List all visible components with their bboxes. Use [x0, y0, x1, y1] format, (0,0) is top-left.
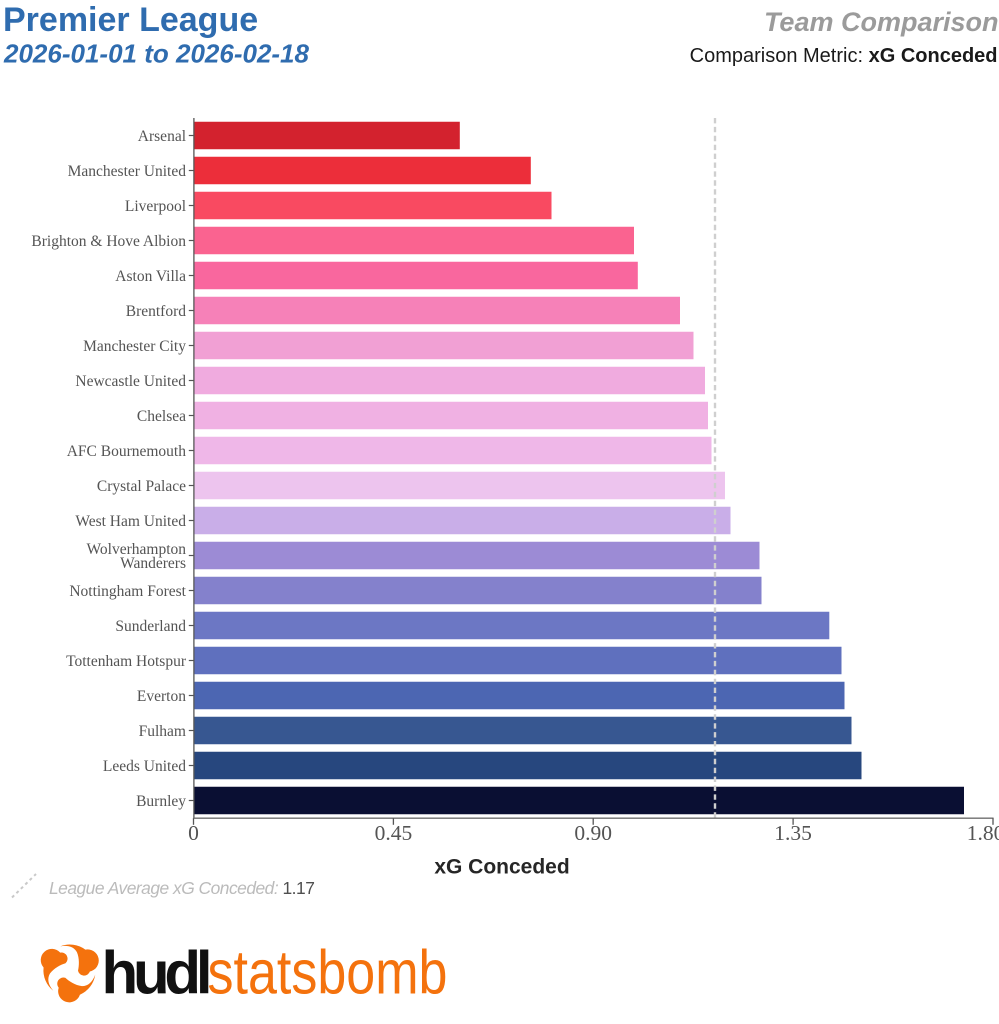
svg-text:statsbomb: statsbomb — [208, 939, 448, 1008]
svg-text:Everton: Everton — [137, 688, 186, 705]
svg-text:Leeds United: Leeds United — [103, 758, 186, 775]
svg-text:Team Comparison: Team Comparison — [764, 7, 999, 37]
svg-text:Crystal Palace: Crystal Palace — [97, 478, 186, 495]
svg-text:Premier League: Premier League — [3, 1, 258, 39]
svg-text:Manchester United: Manchester United — [68, 163, 187, 180]
svg-text:0: 0 — [188, 821, 199, 845]
svg-text:Tottenham Hotspur: Tottenham Hotspur — [66, 653, 187, 670]
svg-text:Brighton & Hove Albion: Brighton & Hove Albion — [31, 233, 186, 250]
svg-text:Manchester City: Manchester City — [83, 338, 186, 355]
svg-text:League Average xG Conceded: 1.: League Average xG Conceded: 1.17 — [49, 878, 314, 898]
svg-text:Nottingham Forest: Nottingham Forest — [69, 583, 186, 600]
svg-text:Liverpool: Liverpool — [125, 198, 186, 215]
svg-text:AFC Bournemouth: AFC Bournemouth — [67, 443, 187, 460]
svg-text:Newcastle United: Newcastle United — [75, 373, 186, 390]
svg-text:Wanderers: Wanderers — [120, 555, 186, 572]
svg-text:Burnley: Burnley — [136, 793, 186, 810]
svg-text:West Ham United: West Ham United — [75, 513, 186, 530]
svg-text:1.35: 1.35 — [774, 821, 812, 845]
svg-text:Aston Villa: Aston Villa — [115, 268, 186, 285]
svg-text:0.45: 0.45 — [375, 821, 413, 845]
svg-text:xG Conceded: xG Conceded — [434, 856, 569, 879]
svg-text:Wolverhampton: Wolverhampton — [87, 541, 187, 558]
svg-text:Sunderland: Sunderland — [115, 618, 186, 635]
svg-text:hudl: hudl — [102, 940, 209, 1007]
svg-text:Chelsea: Chelsea — [137, 408, 186, 425]
svg-text:Arsenal: Arsenal — [138, 128, 186, 145]
svg-text:Fulham: Fulham — [139, 723, 186, 740]
svg-text:Comparison Metric: xG Conceded: Comparison Metric: xG Conceded — [690, 45, 998, 67]
svg-text:Brentford: Brentford — [126, 303, 187, 320]
svg-text:2026-01-01 to 2026-02-18: 2026-01-01 to 2026-02-18 — [3, 38, 310, 68]
svg-text:0.90: 0.90 — [574, 821, 612, 845]
svg-text:1.80: 1.80 — [967, 821, 999, 845]
